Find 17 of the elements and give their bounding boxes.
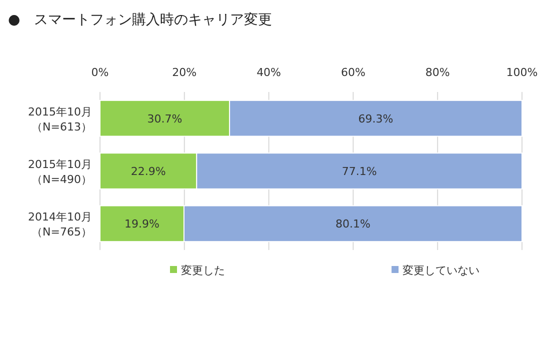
y-tick-label: 2014年10月（N=765） — [28, 210, 92, 239]
data-label: 80.1% — [336, 218, 370, 231]
x-tick-label: 20% — [172, 66, 197, 79]
data-label: 30.7% — [147, 112, 182, 126]
legend-label: 変更した — [181, 264, 225, 277]
x-tick-label: 100% — [506, 66, 538, 79]
data-label: 69.3% — [358, 112, 394, 126]
chart-title: ● スマートフォン購入時のキャリア変更 — [8, 12, 272, 28]
x-tick-label: 40% — [256, 66, 282, 79]
x-tick-label: 80% — [425, 66, 450, 79]
y-tick-label: 2015年10月（N=490） — [28, 158, 92, 186]
x-tick-label: 0% — [91, 66, 109, 79]
y-tick-label: 2015年10月（N=613） — [28, 105, 92, 134]
x-tick-label: 60% — [340, 66, 366, 79]
data-label: 22.9% — [130, 165, 166, 178]
data-label: 77.1% — [342, 165, 377, 178]
data-label: 19.9% — [124, 218, 160, 231]
